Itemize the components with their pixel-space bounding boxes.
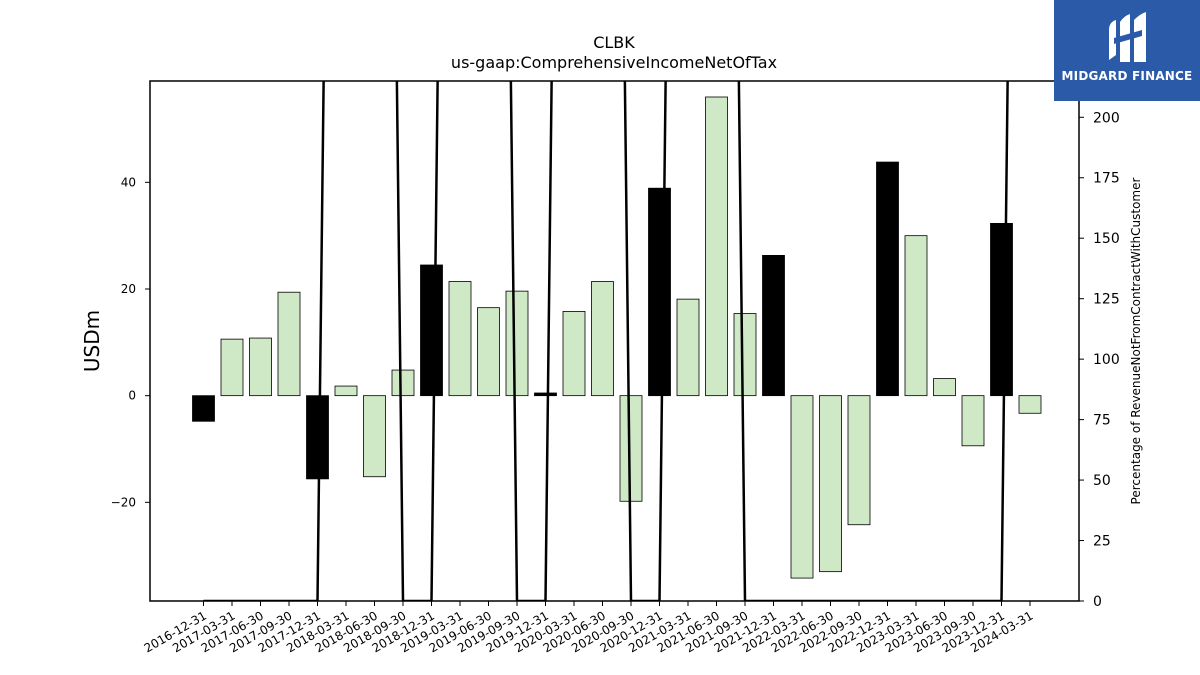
y-axis-label: USDm — [80, 310, 104, 372]
y-tick-label: −20 — [111, 495, 136, 509]
bar-2019-12-31 — [534, 392, 557, 397]
y2-tick-label: 50 — [1093, 473, 1111, 489]
bar-2017-06-30 — [249, 337, 272, 397]
bar-2022-03-31 — [790, 395, 814, 579]
plot-frame — [149, 80, 1080, 602]
bar-2017-12-31 — [306, 395, 329, 480]
y-tick-label: 20 — [121, 282, 136, 296]
y-tick-label: 40 — [121, 175, 136, 189]
brand-name: MIDGARD FINANCE — [1061, 69, 1193, 83]
y2-tick-label: 75 — [1093, 413, 1111, 429]
y2-tick-label: 125 — [1093, 292, 1120, 308]
bar-2021-09-30 — [733, 313, 757, 397]
y2-tick-label: 25 — [1093, 534, 1111, 550]
bar-2021-06-30 — [705, 96, 728, 397]
bar-2023-06-30 — [933, 378, 956, 397]
bar-2020-12-31 — [648, 187, 671, 397]
bar-2017-03-31 — [220, 338, 244, 397]
bar-2022-06-30 — [819, 395, 842, 573]
x-axis: 2016-12-312017-03-312017-06-302017-09-30… — [142, 601, 1036, 655]
bar-2018-03-31 — [334, 385, 358, 397]
chart-title: CLBK — [593, 33, 635, 52]
y2-axis-label: Percentage of RevenueNotFromContractWith… — [1129, 178, 1143, 505]
y-axis-left: −20 0 20 40 — [111, 175, 150, 509]
bar-2023-09-30 — [961, 395, 985, 447]
bar-2019-03-31 — [448, 281, 472, 397]
bar-2021-03-31 — [676, 298, 700, 397]
bar-2018-06-30 — [363, 395, 386, 478]
bar-2020-03-31 — [562, 310, 586, 397]
y-axis-right: 0 25 50 75 100 125 150 175 200 — [1079, 110, 1120, 610]
bar-2019-09-30 — [505, 290, 529, 397]
bar-2023-03-31 — [904, 235, 928, 397]
bar-2022-12-31 — [876, 161, 899, 397]
y2-tick-label: 200 — [1093, 110, 1120, 126]
y2-tick-label: 0 — [1093, 594, 1102, 610]
brand-logo: MIDGARD FINANCE — [1054, 0, 1200, 101]
bar-2020-09-30 — [619, 395, 643, 502]
y-tick-label: 0 — [128, 389, 136, 403]
bar-2023-12-31 — [990, 222, 1013, 397]
bar-2021-12-31 — [762, 254, 785, 397]
bar-2020-06-30 — [591, 281, 614, 397]
bar-2018-09-30 — [391, 369, 415, 397]
bar-2016-12-31 — [192, 395, 215, 422]
y2-tick-label: 175 — [1093, 171, 1120, 187]
chart-subtitle: us-gaap:ComprehensiveIncomeNetOfTax — [451, 53, 777, 72]
bar-group — [192, 96, 1042, 579]
bar-2019-06-30 — [477, 307, 500, 397]
y2-tick-label: 150 — [1093, 231, 1120, 247]
bar-2018-12-31 — [420, 264, 443, 397]
bar-2024-03-31 — [1018, 395, 1042, 414]
y2-tick-label: 100 — [1093, 352, 1120, 368]
bar-2017-09-30 — [277, 291, 301, 397]
bar-2022-09-30 — [847, 395, 871, 526]
midgard-logo-icon — [1109, 12, 1146, 62]
